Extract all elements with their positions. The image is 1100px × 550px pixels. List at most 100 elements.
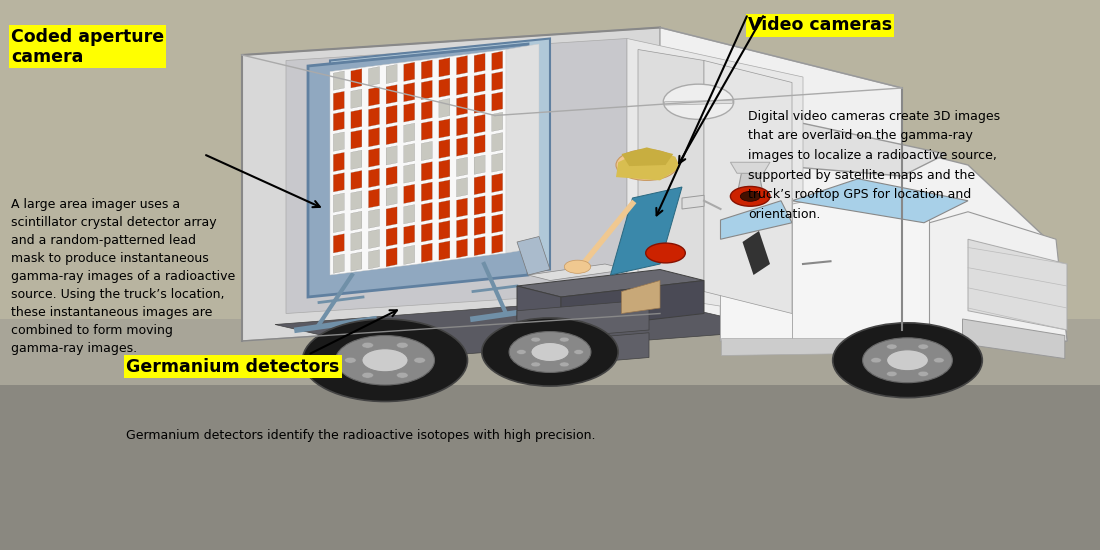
Polygon shape: [664, 100, 733, 105]
Polygon shape: [962, 319, 1065, 359]
Polygon shape: [404, 164, 415, 183]
Circle shape: [918, 344, 928, 349]
Polygon shape: [492, 112, 503, 131]
Polygon shape: [704, 60, 792, 314]
Polygon shape: [720, 198, 930, 341]
Polygon shape: [474, 216, 485, 235]
Polygon shape: [561, 280, 704, 330]
Polygon shape: [474, 74, 485, 93]
Polygon shape: [456, 56, 468, 75]
Circle shape: [362, 342, 374, 348]
Circle shape: [482, 318, 618, 386]
Circle shape: [862, 338, 953, 383]
Polygon shape: [737, 173, 763, 195]
Polygon shape: [492, 133, 503, 152]
Text: Germanium detectors: Germanium detectors: [126, 358, 340, 376]
Text: Coded aperture
camera: Coded aperture camera: [11, 28, 164, 67]
Polygon shape: [506, 44, 539, 253]
Polygon shape: [968, 239, 1067, 330]
Circle shape: [887, 350, 928, 371]
Polygon shape: [351, 69, 362, 88]
Polygon shape: [333, 152, 344, 172]
Polygon shape: [242, 28, 902, 115]
Polygon shape: [456, 239, 468, 258]
Polygon shape: [474, 175, 485, 195]
Circle shape: [730, 186, 770, 206]
Polygon shape: [720, 121, 1067, 341]
Polygon shape: [439, 200, 450, 219]
Polygon shape: [386, 166, 397, 185]
Polygon shape: [930, 212, 1067, 341]
Polygon shape: [439, 98, 450, 118]
Polygon shape: [517, 270, 704, 297]
Polygon shape: [421, 223, 432, 242]
Polygon shape: [439, 119, 450, 138]
Polygon shape: [456, 218, 468, 238]
Polygon shape: [386, 125, 397, 145]
Text: Germanium detectors identify the radioactive isotopes with high precision.: Germanium detectors identify the radioac…: [126, 429, 596, 442]
Polygon shape: [421, 141, 432, 161]
Polygon shape: [492, 194, 503, 213]
Polygon shape: [621, 280, 660, 314]
Polygon shape: [404, 184, 415, 204]
Polygon shape: [351, 191, 362, 210]
Polygon shape: [439, 160, 450, 179]
Polygon shape: [368, 250, 379, 269]
Polygon shape: [386, 207, 397, 226]
Polygon shape: [492, 72, 503, 91]
Polygon shape: [404, 144, 415, 163]
Polygon shape: [528, 264, 627, 280]
Polygon shape: [368, 87, 379, 106]
Polygon shape: [439, 58, 450, 77]
Polygon shape: [421, 162, 432, 181]
Circle shape: [531, 337, 540, 342]
Polygon shape: [386, 248, 397, 267]
Circle shape: [663, 84, 734, 119]
Polygon shape: [638, 50, 704, 292]
Polygon shape: [333, 254, 344, 273]
Polygon shape: [351, 150, 362, 169]
Polygon shape: [474, 94, 485, 113]
Polygon shape: [610, 187, 682, 275]
Polygon shape: [627, 39, 803, 319]
Polygon shape: [421, 243, 432, 262]
Polygon shape: [368, 209, 379, 228]
Polygon shape: [421, 80, 432, 100]
Polygon shape: [517, 236, 550, 275]
Polygon shape: [492, 234, 503, 254]
Polygon shape: [404, 123, 415, 142]
Circle shape: [396, 372, 408, 378]
Circle shape: [887, 371, 896, 376]
Polygon shape: [439, 221, 450, 240]
Polygon shape: [386, 105, 397, 124]
Polygon shape: [0, 319, 1100, 385]
Polygon shape: [492, 173, 503, 192]
Polygon shape: [492, 214, 503, 233]
Polygon shape: [368, 168, 379, 188]
Polygon shape: [351, 130, 362, 149]
Polygon shape: [421, 60, 432, 79]
Polygon shape: [368, 128, 379, 147]
Polygon shape: [333, 234, 344, 253]
Polygon shape: [439, 180, 450, 199]
Circle shape: [414, 358, 426, 363]
Polygon shape: [351, 109, 362, 129]
Circle shape: [918, 371, 928, 376]
Polygon shape: [439, 78, 450, 97]
Circle shape: [336, 336, 434, 385]
Polygon shape: [517, 300, 649, 341]
Polygon shape: [0, 385, 1100, 550]
Polygon shape: [333, 173, 344, 192]
Circle shape: [362, 349, 408, 372]
Polygon shape: [404, 62, 415, 81]
Polygon shape: [330, 50, 506, 275]
Circle shape: [871, 358, 881, 363]
Text: Video cameras: Video cameras: [748, 16, 892, 35]
Polygon shape: [404, 103, 415, 122]
Circle shape: [362, 372, 373, 378]
Circle shape: [740, 191, 760, 201]
Polygon shape: [308, 44, 528, 297]
Polygon shape: [439, 241, 450, 260]
Circle shape: [509, 332, 591, 372]
Polygon shape: [404, 225, 415, 244]
